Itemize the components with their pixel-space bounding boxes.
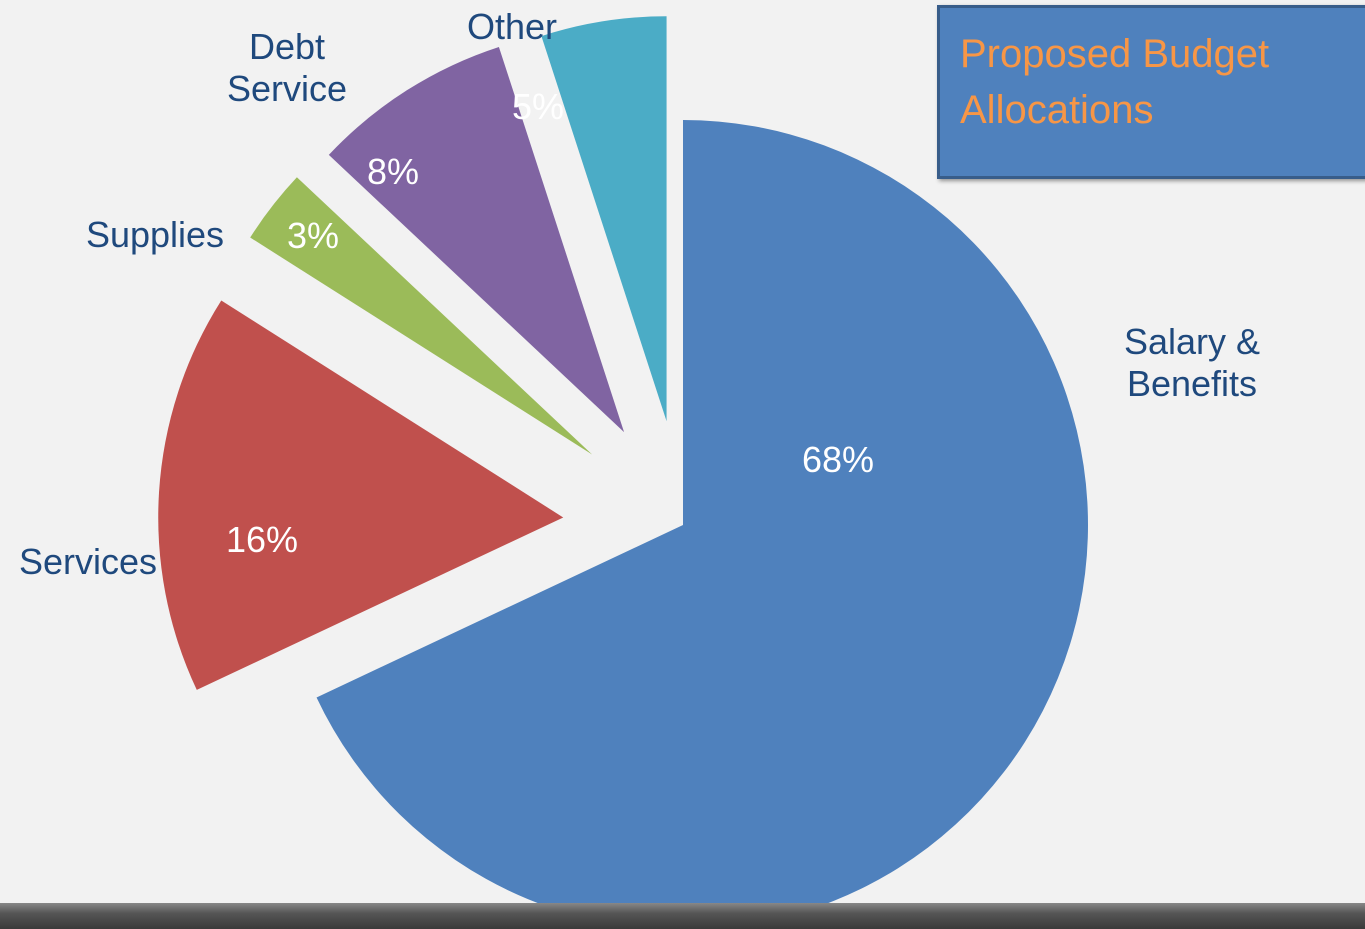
title-box: Proposed Budget Allocations <box>937 5 1365 179</box>
data-label: 5% <box>511 86 565 127</box>
bottom-band <box>0 903 1365 929</box>
data-label: 3% <box>286 215 340 256</box>
chart <box>158 16 1088 903</box>
category-label: Salary & Benefits <box>1123 321 1261 404</box>
category-label: Supplies <box>85 214 225 255</box>
category-label: Debt Service <box>226 26 348 109</box>
data-label: 68% <box>801 439 875 480</box>
category-label: Other <box>466 6 558 47</box>
pie-slice <box>328 46 625 433</box>
pie-slice <box>250 177 593 455</box>
category-label: Services <box>18 541 158 582</box>
pie-slice <box>541 16 667 422</box>
chart-title: Proposed Budget Allocations <box>960 32 1270 132</box>
pie-slice <box>158 300 564 690</box>
pie-slice <box>316 120 1088 903</box>
data-label: 16% <box>225 519 299 560</box>
data-label: 8% <box>366 151 420 192</box>
